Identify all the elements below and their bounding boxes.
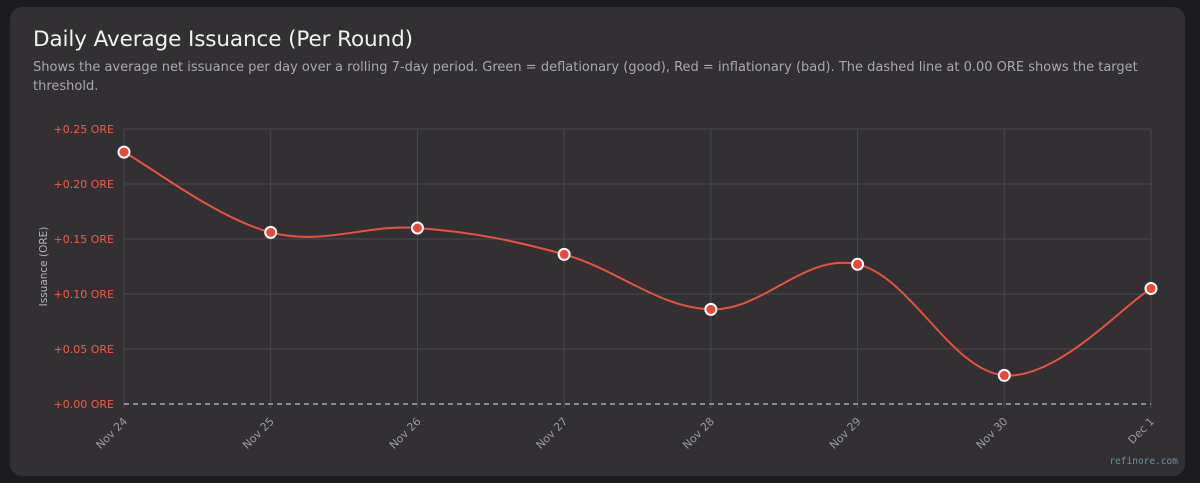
data-point	[704, 302, 718, 316]
y-tick-label: +0.20 ORE	[54, 178, 115, 191]
data-point	[1144, 282, 1158, 295]
data-point	[557, 247, 571, 261]
data-point	[997, 368, 1011, 382]
y-tick-label: +0.00 ORE	[54, 398, 115, 411]
y-tick-label: +0.10 ORE	[54, 288, 115, 301]
x-tick-label: Nov 27	[534, 415, 571, 452]
y-axis-title: Issuance (ORE)	[38, 227, 50, 307]
y-tick-label: +0.05 ORE	[54, 343, 115, 356]
data-point	[117, 145, 131, 159]
y-tick-label: +0.25 ORE	[54, 123, 115, 136]
data-point	[410, 221, 424, 235]
x-tick-label: Nov 24	[93, 415, 130, 452]
x-tick-label: Nov 28	[680, 415, 717, 452]
data-point	[851, 257, 865, 271]
x-tick-label: Dec 1	[1125, 415, 1157, 447]
x-tick-label: Nov 30	[974, 415, 1011, 452]
x-tick-label: Nov 29	[827, 415, 864, 452]
chart-title: Daily Average Issuance (Per Round)	[33, 27, 413, 52]
y-tick-label: +0.15 ORE	[54, 233, 115, 246]
data-point	[264, 225, 278, 239]
series-line	[123, 151, 1152, 377]
chart-description: Shows the average net issuance per day o…	[33, 60, 1138, 94]
x-tick-label: Nov 26	[387, 415, 424, 452]
chart-card: Daily Average Issuance (Per Round) Shows…	[10, 7, 1185, 476]
watermark: refinore.com	[1109, 456, 1178, 467]
x-tick-label: Nov 25	[240, 415, 277, 452]
